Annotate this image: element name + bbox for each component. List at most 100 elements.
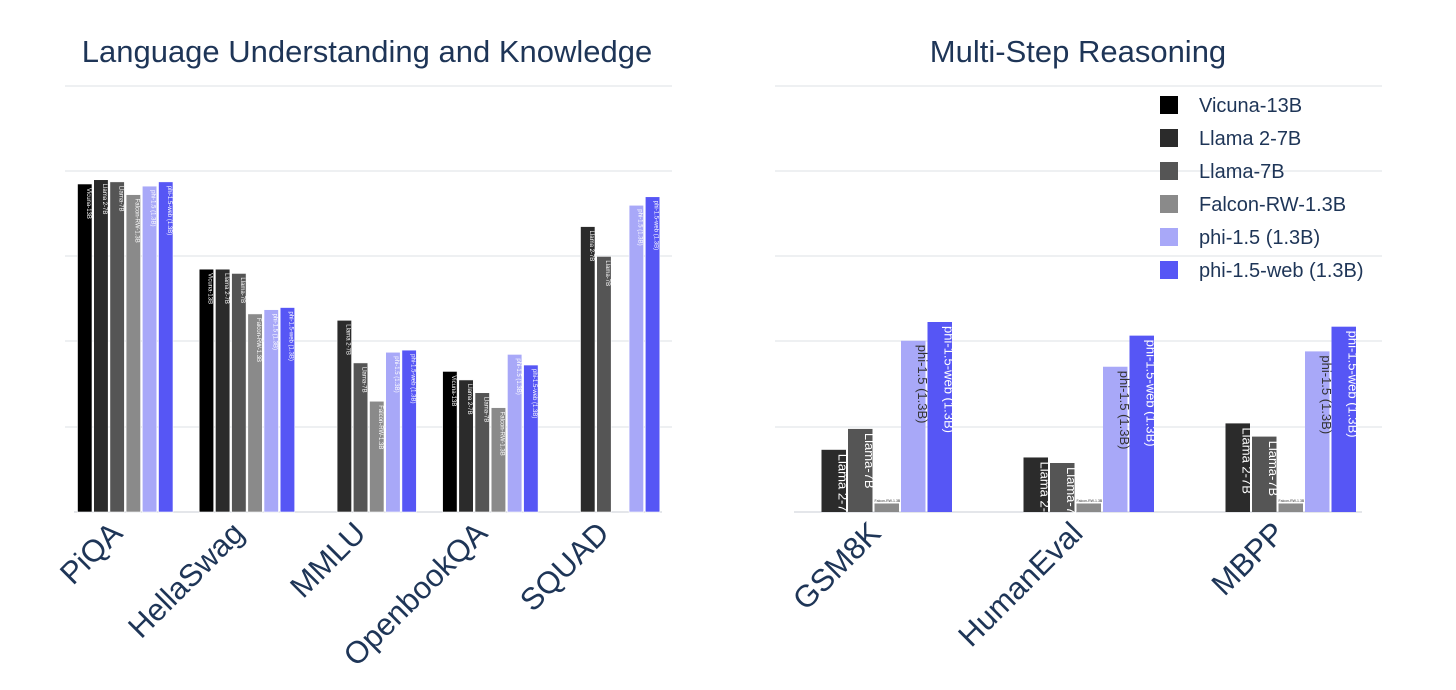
category-label-piqa: PiQA bbox=[53, 515, 129, 591]
bar-label-piqa-llama-7b: Llama-7B bbox=[117, 186, 123, 212]
bar-label-squad-phi-1-5-web-1-3b: phi-1.5-web (1.3B) bbox=[653, 201, 659, 250]
bar-label-gsm8k-phi-1-5-web-1-3b: phi-1.5-web (1.3B) bbox=[941, 326, 956, 433]
bar-label-squad-llama-7b: Llama-7B bbox=[604, 260, 610, 286]
bar-hellaswag-falcon-rw-1-3b bbox=[247, 313, 263, 513]
bar-openbookqa-falcon-rw-1-3b bbox=[490, 407, 507, 513]
bar-gsm8k-phi-1-5-1-3b bbox=[901, 340, 926, 512]
bar-hellaswag-phi-1-5-web-1-3b bbox=[279, 307, 296, 513]
bar-label-hellaswag-llama-2-7b: Llama 2-7B bbox=[223, 273, 229, 304]
bar-gsm8k-falcon-rw-1-3b bbox=[874, 503, 899, 512]
bar-label-mmlu-llama-7b: Llama-7B bbox=[361, 367, 367, 393]
bar-label-openbookqa-llama-7b: Llama-7B bbox=[482, 397, 488, 423]
bar-squad-llama-2-7b bbox=[580, 226, 596, 513]
bar-humaneval-llama-2-7b bbox=[1023, 457, 1048, 512]
bar-label-gsm8k-llama-7b: Llama-7B bbox=[862, 433, 877, 489]
bar-label-openbookqa-falcon-rw-1-3b: Falcon-RW-1.3B bbox=[499, 412, 505, 456]
bar-label-hellaswag-vicuna-13b: Vicuna-13B bbox=[207, 273, 213, 304]
bar-mbpp-phi-1-5-1-3b bbox=[1305, 351, 1330, 512]
legend-label-llama-2-7b: Llama 2-7B bbox=[1199, 128, 1301, 150]
bar-hellaswag-llama-7b bbox=[231, 273, 247, 513]
panel-language-understanding-and-knowledge: Language Understanding and Knowledge Vicu… bbox=[53, 34, 672, 673]
bar-hellaswag-llama-2-7b bbox=[215, 268, 231, 513]
chart-title: Language Understanding and Knowledge bbox=[82, 34, 653, 69]
bar-squad-phi-1-5-1-3b bbox=[628, 204, 644, 513]
bar-gsm8k-phi-1-5-web-1-3b bbox=[927, 322, 952, 512]
bar-label-hellaswag-llama-7b: Llama-7B bbox=[239, 277, 245, 303]
bar-label-gsm8k-falcon-rw-1-3b: Falcon-RW-1.3B bbox=[875, 499, 901, 503]
bar-hellaswag-phi-1-5-1-3b bbox=[263, 309, 279, 513]
bar-mmlu-llama-7b bbox=[352, 362, 369, 513]
bar-label-mbpp-falcon-rw-1-3b: Falcon-RW-1.3B bbox=[1279, 499, 1305, 503]
bar-label-piqa-phi-1-5-1-3b: phi-1.5 (1.3B) bbox=[150, 190, 156, 226]
bar-label-hellaswag-phi-1-5-1-3b: phi-1.5 (1.3B) bbox=[271, 314, 277, 350]
bar-gsm8k-llama-7b bbox=[848, 428, 873, 512]
bar-mmlu-phi-1-5-1-3b bbox=[385, 351, 401, 513]
bar-label-hellaswag-phi-1-5-web-1-3b: phi-1.5-web (1.3B) bbox=[288, 312, 294, 361]
bar-label-openbookqa-phi-1-5-1-3b: phi-1.5 (1.3B) bbox=[515, 358, 521, 394]
bar-label-piqa-llama-2-7b: Llama 2-7B bbox=[101, 184, 107, 215]
bar-mbpp-falcon-rw-1-3b bbox=[1278, 503, 1303, 512]
bar-squad-llama-7b bbox=[596, 256, 612, 513]
bar-piqa-llama-7b bbox=[109, 181, 125, 513]
bar-label-mbpp-phi-1-5-1-3b: phi-1.5 (1.3B) bbox=[1319, 355, 1334, 434]
bar-mmlu-llama-2-7b bbox=[336, 319, 352, 513]
bar-mmlu-falcon-rw-1-3b bbox=[369, 400, 385, 513]
bar-openbookqa-phi-1-5-web-1-3b bbox=[523, 364, 539, 513]
category-label-squad: SQUAD bbox=[513, 515, 616, 618]
bar-mbpp-llama-2-7b bbox=[1225, 423, 1250, 512]
bar-piqa-phi-1-5-1-3b bbox=[142, 185, 158, 513]
legend-swatch-llama-7b bbox=[1160, 162, 1178, 180]
category-label-gsm8k: GSM8K bbox=[786, 515, 888, 617]
bar-label-mmlu-phi-1-5-1-3b: phi-1.5 (1.3B) bbox=[393, 356, 399, 392]
bar-openbookqa-phi-1-5-1-3b bbox=[507, 354, 523, 513]
bar-mbpp-llama-7b bbox=[1252, 436, 1277, 512]
category-label-hellaswag: HellaSwag bbox=[121, 515, 251, 645]
bar-mbpp-phi-1-5-web-1-3b bbox=[1331, 326, 1356, 512]
bar-label-piqa-vicuna-13b: Vicuna-13B bbox=[85, 188, 91, 219]
bar-label-humaneval-falcon-rw-1-3b: Falcon-RW-1.3B bbox=[1077, 499, 1103, 503]
bar-label-humaneval-phi-1-5-web-1-3b: phi-1.5-web (1.3B) bbox=[1143, 340, 1158, 447]
legend-label-vicuna-13b: Vicuna-13B bbox=[1199, 95, 1302, 117]
category-label-mbpp: MBPP bbox=[1205, 515, 1292, 602]
bar-openbookqa-llama-2-7b bbox=[458, 379, 474, 513]
bar-hellaswag-vicuna-13b bbox=[198, 268, 214, 513]
legend-swatch-phi-1-5-1-3b bbox=[1160, 228, 1178, 246]
bar-gsm8k-llama-2-7b bbox=[821, 449, 846, 512]
bar-label-gsm8k-llama-2-7b: Llama 2-7B bbox=[835, 454, 850, 520]
bar-label-openbookqa-phi-1-5-web-1-3b: phi-1.5-web (1.3B) bbox=[531, 369, 537, 418]
bar-label-openbookqa-vicuna-13b: Vicuna-13B bbox=[450, 375, 456, 406]
bar-label-humaneval-llama-7b: Llama-7B bbox=[1064, 467, 1079, 523]
bar-humaneval-phi-1-5-1-3b bbox=[1103, 366, 1128, 512]
bar-label-mmlu-phi-1-5-web-1-3b: phi-1.5-web (1.3B) bbox=[409, 354, 415, 403]
bar-label-piqa-falcon-rw-1-3b: Falcon-RW-1.3B bbox=[133, 199, 139, 243]
legend-swatch-phi-1-5-web-1-3b bbox=[1160, 261, 1178, 279]
bar-label-mmlu-llama-2-7b: Llama 2-7B bbox=[344, 324, 350, 355]
legend-swatch-vicuna-13b bbox=[1160, 96, 1178, 114]
bar-label-mbpp-llama-7b: Llama-7B bbox=[1266, 441, 1281, 497]
legend-label-falcon-rw-1-3b: Falcon-RW-1.3B bbox=[1199, 194, 1346, 216]
bar-label-mmlu-falcon-rw-1-3b: Falcon-RW-1.3B bbox=[377, 405, 383, 449]
category-label-mmlu: MMLU bbox=[283, 515, 372, 604]
legend-label-llama-7b: Llama-7B bbox=[1199, 161, 1285, 183]
bar-humaneval-falcon-rw-1-3b bbox=[1076, 503, 1101, 512]
bar-label-squad-llama-2-7b: Llama 2-7B bbox=[588, 231, 594, 262]
bar-label-openbookqa-llama-2-7b: Llama 2-7B bbox=[466, 384, 472, 415]
legend: Vicuna-13B Llama 2-7B Llama-7B Falcon-RW-1.… bbox=[1160, 95, 1364, 282]
bar-label-humaneval-llama-2-7b: Llama 2-7B bbox=[1037, 461, 1052, 527]
category-label-humaneval: HumanEval bbox=[951, 515, 1089, 653]
bar-humaneval-llama-7b bbox=[1050, 463, 1075, 512]
bar-label-mbpp-phi-1-5-web-1-3b: phi-1.5-web (1.3B) bbox=[1345, 331, 1360, 438]
bar-humaneval-phi-1-5-web-1-3b bbox=[1129, 335, 1154, 512]
legend-swatch-llama-2-7b bbox=[1160, 129, 1178, 147]
legend-label-phi-1-5-1-3b: phi-1.5 (1.3B) bbox=[1199, 227, 1320, 249]
bar-piqa-vicuna-13b bbox=[77, 183, 93, 513]
bar-label-gsm8k-phi-1-5-1-3b: phi-1.5 (1.3B) bbox=[915, 345, 930, 424]
chart-title: Multi-Step Reasoning bbox=[930, 34, 1226, 69]
bar-openbookqa-llama-7b bbox=[474, 392, 490, 513]
legend-label-phi-1-5-web-1-3b: phi-1.5-web (1.3B) bbox=[1199, 260, 1364, 282]
bar-piqa-llama-2-7b bbox=[93, 179, 109, 513]
bar-piqa-falcon-rw-1-3b bbox=[125, 194, 141, 513]
bar-label-piqa-phi-1-5-web-1-3b: phi-1.5-web (1.3B) bbox=[166, 186, 172, 235]
bar-label-squad-phi-1-5-1-3b: phi-1.5 (1.3B) bbox=[636, 209, 642, 245]
bar-openbookqa-vicuna-13b bbox=[442, 371, 458, 513]
